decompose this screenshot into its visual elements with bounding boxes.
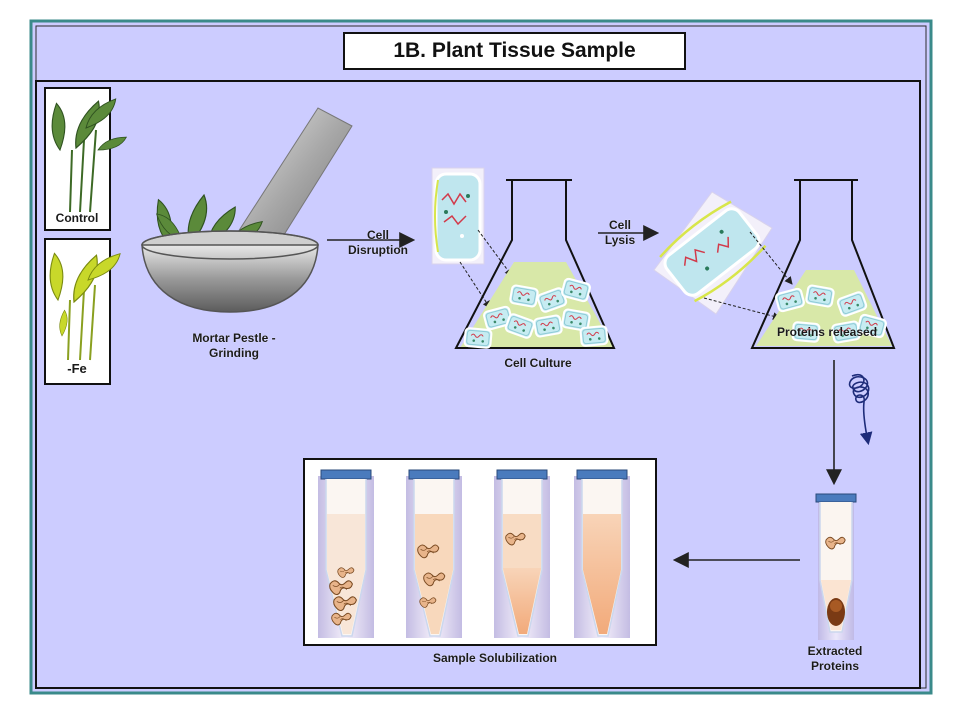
lysed-cell-icon xyxy=(653,191,773,315)
cell-disruption-label: Cell Disruption xyxy=(330,228,426,258)
mortar-pestle-icon xyxy=(141,107,353,313)
sample-solubilization-label: Sample Solubilization xyxy=(432,651,557,665)
control-plant-box xyxy=(42,87,128,231)
plant-cell-icon xyxy=(431,167,485,265)
cell-disruption-label-line2: Disruption xyxy=(348,243,408,257)
proteins-released-flask xyxy=(750,179,896,349)
cell-culture-flask xyxy=(454,179,616,350)
extracted-proteins-label-line1: Extracted xyxy=(807,644,863,658)
fe-label: -Fe xyxy=(67,361,87,376)
fe-deficient-plant-box xyxy=(40,238,123,385)
proteins-released-label: Proteins released xyxy=(776,325,878,339)
mortar-pestle-label-line1: Mortar Pestle - xyxy=(192,331,276,345)
solubilization-tube-1 xyxy=(318,469,374,638)
page-title: 1B. Plant Tissue Sample xyxy=(343,32,686,70)
extracted-proteins-label-line2: Proteins xyxy=(810,659,859,673)
control-label: Control xyxy=(55,211,99,225)
solubilization-tube-3 xyxy=(494,469,550,638)
cell-lysis-label-line1: Cell xyxy=(608,218,631,232)
cell-lysis-label: Cell Lysis xyxy=(596,218,644,248)
control-plant-icon xyxy=(42,92,128,213)
fe-deficient-plant-icon xyxy=(40,245,123,361)
cell-culture-label: Cell Culture xyxy=(504,356,572,370)
mortar-pestle-label: Mortar Pestle - Grinding xyxy=(170,331,298,361)
solubilization-tube-4 xyxy=(574,469,630,638)
cell-disruption-label-line1: Cell xyxy=(366,228,389,242)
extracted-proteins-label: Extracted Proteins xyxy=(790,644,880,674)
extracted-proteins-tube xyxy=(815,493,857,640)
solubilization-tube-2 xyxy=(406,469,462,638)
mortar-pestle-label-line2: Grinding xyxy=(209,346,259,360)
spiral-icon xyxy=(848,373,873,446)
cell-lysis-label-line2: Lysis xyxy=(604,233,636,247)
